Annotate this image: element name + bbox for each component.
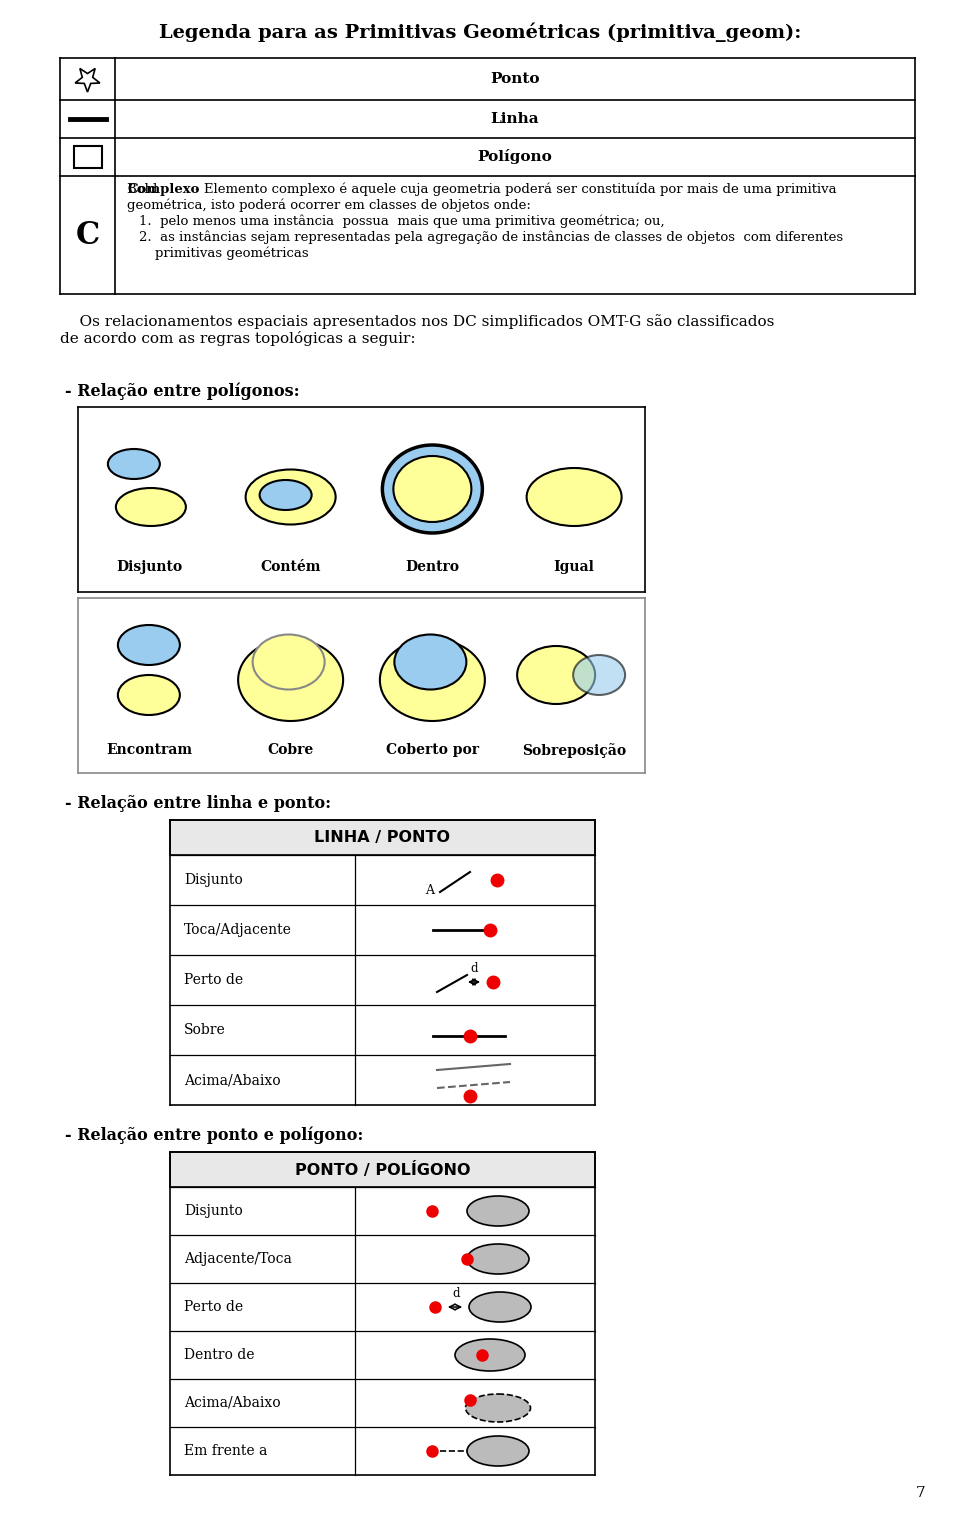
Ellipse shape [395, 634, 467, 689]
Text: A: A [425, 884, 434, 896]
Ellipse shape [455, 1340, 525, 1372]
Text: Dentro de: Dentro de [184, 1349, 254, 1362]
Ellipse shape [380, 639, 485, 721]
Ellipse shape [118, 625, 180, 664]
Text: Em frente a: Em frente a [184, 1445, 268, 1458]
Text: Polígono: Polígono [478, 149, 552, 165]
Bar [170, 820, 595, 855]
Ellipse shape [116, 488, 186, 526]
Text: d: d [470, 962, 477, 975]
Text: Dentro: Dentro [405, 559, 460, 575]
Text: 1.  pelo menos uma instância  possua  mais que uma primitiva geométrica; ou,: 1. pelo menos uma instância possua mais … [139, 213, 664, 227]
Text: d: d [452, 1286, 460, 1300]
Ellipse shape [108, 450, 160, 479]
Text: Acima/Abaixo: Acima/Abaixo [184, 1396, 280, 1410]
Text: primitivas geométricas: primitivas geométricas [155, 247, 308, 261]
Text: Sobreposição: Sobreposição [522, 744, 626, 757]
Ellipse shape [394, 456, 471, 523]
Text: Sobre: Sobre [184, 1023, 226, 1036]
Text: Igual: Igual [554, 559, 594, 575]
Text: - Relação entre polígonos:: - Relação entre polígonos: [65, 383, 300, 399]
Bar [74, 146, 102, 168]
Ellipse shape [466, 1394, 531, 1422]
Text: Contém: Contém [260, 559, 321, 575]
Text: - Relação entre linha e ponto:: - Relação entre linha e ponto: [65, 796, 331, 812]
Text: Complexo: Complexo [127, 183, 200, 197]
Ellipse shape [469, 1292, 531, 1321]
Ellipse shape [118, 675, 180, 715]
Text: Cobre: Cobre [268, 744, 314, 757]
Text: Disjunto: Disjunto [184, 1204, 243, 1218]
Text: LINHA / PONTO: LINHA / PONTO [315, 831, 450, 844]
Ellipse shape [517, 646, 595, 704]
Text: 7: 7 [916, 1486, 925, 1500]
Text: Perto de: Perto de [184, 972, 243, 988]
Text: Os relacionamentos espaciais apresentados nos DC simplificados OMT-G são classif: Os relacionamentos espaciais apresentado… [60, 314, 775, 346]
Text: Adjacente/Toca: Adjacente/Toca [184, 1253, 292, 1266]
Text: 2.  as instâncias sejam representadas pela agregação de instâncias de classes de: 2. as instâncias sejam representadas pel… [139, 232, 843, 244]
Text: Legenda para as Primitivas Geométricas (primitiva_geom):: Legenda para as Primitivas Geométricas (… [158, 21, 802, 41]
Ellipse shape [467, 1196, 529, 1225]
Text: Encontram: Encontram [106, 744, 192, 757]
Text: geométrica, isto poderá ocorrer em classes de objetos onde:: geométrica, isto poderá ocorrer em class… [127, 198, 531, 212]
Text: - Relação entre ponto e polígono:: - Relação entre ponto e polígono: [65, 1128, 364, 1145]
Text: Acima/Abaixo: Acima/Abaixo [184, 1073, 280, 1087]
Ellipse shape [259, 480, 312, 511]
Ellipse shape [467, 1244, 529, 1274]
Text: Coberto por: Coberto por [386, 744, 479, 757]
Text: Disjunto: Disjunto [184, 873, 243, 887]
Text: - Elemento complexo é aquele cuja geometria poderá ser constituída por mais de u: - Elemento complexo é aquele cuja geomet… [195, 183, 836, 197]
Text: Ponto: Ponto [491, 72, 540, 85]
Ellipse shape [238, 639, 343, 721]
Text: Perto de: Perto de [184, 1300, 243, 1314]
Ellipse shape [252, 634, 324, 689]
Text: C: C [76, 219, 100, 250]
Text: Linha: Linha [491, 111, 540, 126]
Ellipse shape [467, 1436, 529, 1466]
Bar [170, 1152, 595, 1187]
Text: PONTO / POLÍGONO: PONTO / POLÍGONO [295, 1161, 470, 1178]
Ellipse shape [527, 468, 622, 526]
Ellipse shape [573, 655, 625, 695]
Text: Toca/Adjacente: Toca/Adjacente [184, 924, 292, 937]
Ellipse shape [246, 469, 336, 524]
Text: Bold: Bold [127, 183, 161, 197]
Text: Disjunto: Disjunto [116, 559, 182, 575]
Ellipse shape [382, 445, 482, 533]
